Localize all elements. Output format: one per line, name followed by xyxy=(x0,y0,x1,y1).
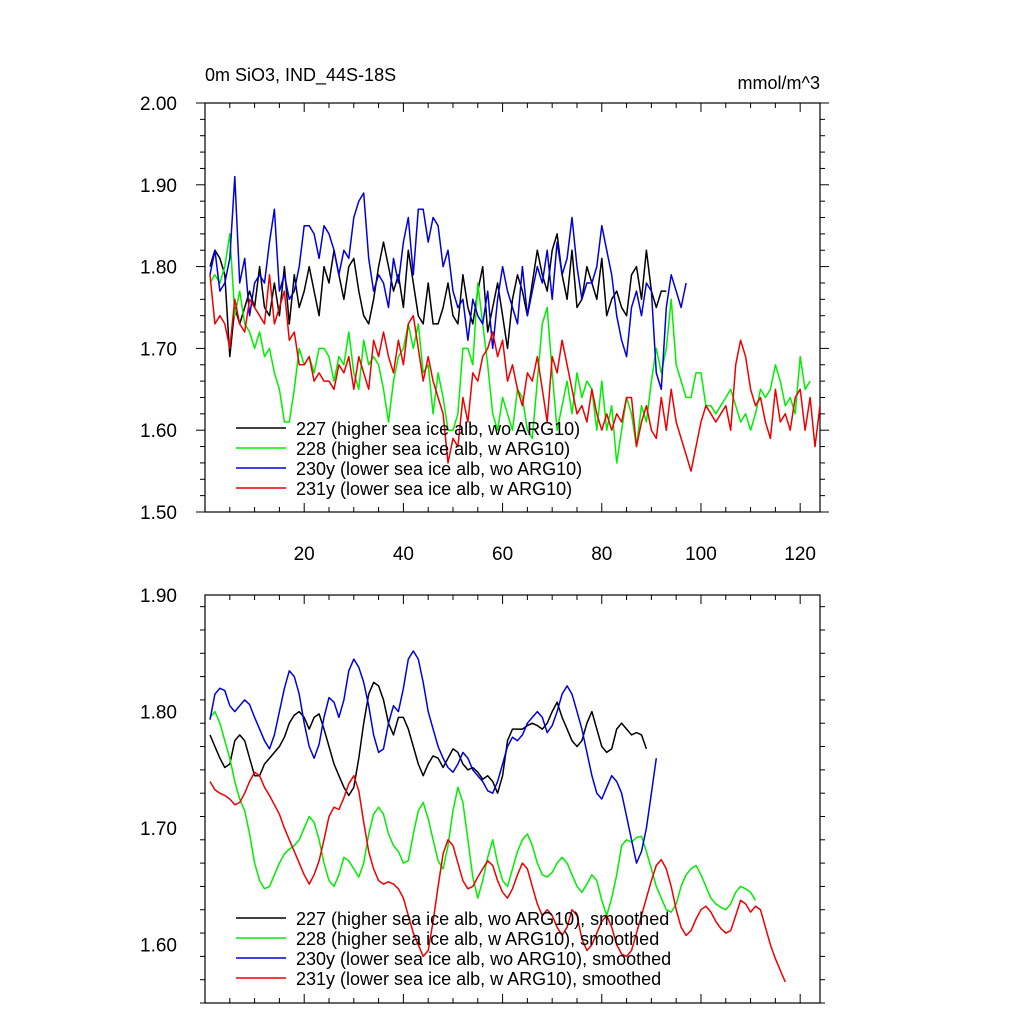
legend-label: 227 (higher sea ice alb, wo ARG10) xyxy=(296,419,580,439)
y-tick-label: 1.90 xyxy=(140,586,177,607)
y-tick-label: 1.90 xyxy=(140,176,177,197)
series-line-2 xyxy=(209,650,658,864)
y-tick-label: 1.60 xyxy=(140,936,177,957)
top-panel: 20 40 60 80 100 120 1.50 1.60 1.70 1.80 1.90 2.00 0m… xyxy=(140,65,829,565)
bottom-panel: 1.60 1.70 1.80 1.90 227 (higher sea ice alb,… xyxy=(140,586,825,1004)
x-tick-label: 80 xyxy=(591,544,612,565)
legend-label: 231y (lower sea ice alb, w ARG10) xyxy=(296,479,572,499)
y-tick-label: 1.60 xyxy=(140,421,177,442)
y-tick-label: 1.50 xyxy=(140,503,177,524)
plot-frame xyxy=(204,102,821,513)
y-tick-label: 1.70 xyxy=(140,819,177,840)
series-line-2 xyxy=(209,175,687,391)
units-label: mmol/m^3 xyxy=(738,73,820,93)
y-tick-label: 1.70 xyxy=(140,339,177,360)
x-tick-label: 60 xyxy=(492,544,513,565)
y-tick-label: 2.00 xyxy=(140,94,177,115)
legend-label: 231y (lower sea ice alb, w ARG10), smoot… xyxy=(296,969,661,989)
x-tick-label: 100 xyxy=(685,544,717,565)
x-tick-label: 40 xyxy=(393,544,414,565)
legend-label: 230y (lower sea ice alb, wo ARG10) xyxy=(296,459,582,479)
chart-title: 0m SiO3, IND_44S-18S xyxy=(205,65,396,86)
series-line-0 xyxy=(209,681,648,797)
y-tick-label: 1.80 xyxy=(140,258,177,279)
series-line-3 xyxy=(209,771,786,983)
y-tick-label: 1.80 xyxy=(140,703,177,724)
legend-label: 228 (higher sea ice alb, w ARG10) xyxy=(296,439,570,459)
legend-label: 228 (higher sea ice alb, w ARG10), smoot… xyxy=(296,929,659,949)
x-tick-label: 20 xyxy=(294,544,315,565)
series-line-1 xyxy=(209,710,757,917)
series-line-3 xyxy=(209,274,820,472)
x-tick-label: 120 xyxy=(784,544,816,565)
legend-label: 227 (higher sea ice alb, wo ARG10), smoo… xyxy=(296,909,669,929)
plot-frame xyxy=(204,594,821,1004)
legend-label: 230y (lower sea ice alb, wo ARG10), smoo… xyxy=(296,949,671,969)
